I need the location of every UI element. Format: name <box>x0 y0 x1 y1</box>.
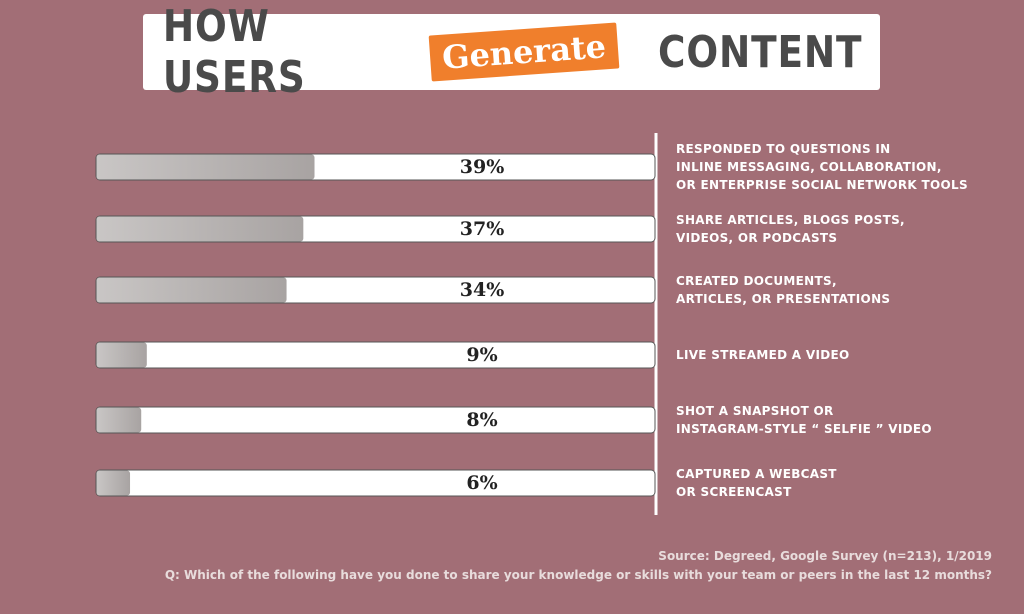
value-label: 8% <box>466 409 497 431</box>
title-highlight: Generate <box>428 22 619 82</box>
value-label: 39% <box>460 156 505 178</box>
bar <box>96 470 131 496</box>
category-label: SHARE ARTICLES, BLOGS POSTS, VIDEOS, OR … <box>676 213 905 245</box>
category-label: SHOT A SNAPSHOT OR INSTAGRAM-STYLE “ SEL… <box>676 404 932 436</box>
bar <box>96 154 315 180</box>
category-label: RESPONDED TO QUESTIONS IN INLINE MESSAGI… <box>676 142 968 192</box>
bar-track <box>95 341 656 369</box>
title-text: CONTENT <box>657 26 862 78</box>
question: Q: Which of the following have you done … <box>164 568 992 582</box>
value-label: 37% <box>460 218 505 240</box>
title-box: HOW USERS Generate CONTENT <box>143 1 880 103</box>
bar <box>96 407 142 433</box>
title-text: HOW USERS <box>162 1 306 103</box>
bar-track <box>95 406 656 434</box>
bar-track <box>95 469 656 497</box>
value-label: 34% <box>460 279 505 301</box>
value-label: 9% <box>466 344 497 366</box>
category-label: CREATED DOCUMENTS, ARTICLES, OR PRESENTA… <box>676 274 891 306</box>
value-label: 6% <box>466 472 497 494</box>
bar <box>96 277 287 303</box>
category-label: CAPTURED A WEBCAST OR SCREENCAST <box>676 467 837 499</box>
source: Source: Degreed, Google Survey (n=213), … <box>658 549 992 563</box>
bar <box>96 342 147 368</box>
category-label: LIVE STREAMED A VIDEO <box>676 348 850 362</box>
bar <box>96 216 304 242</box>
